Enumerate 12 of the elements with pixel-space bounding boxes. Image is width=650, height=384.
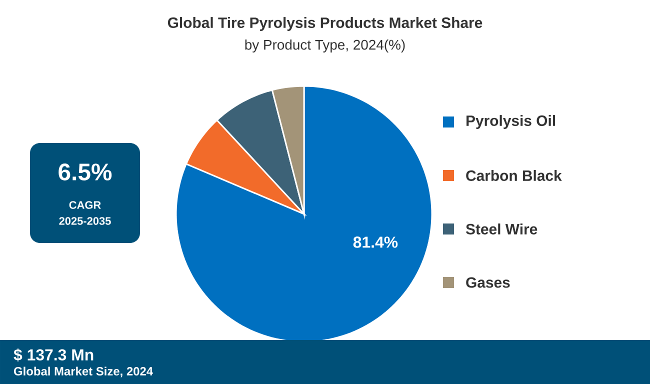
legend-label: Pyrolysis Oil — [466, 115, 555, 129]
chart-title: Global Tire Pyrolysis Products Market Share — [168, 17, 482, 31]
text: 2025-2035 — [59, 217, 111, 225]
legend-label: Carbon Black — [466, 170, 562, 181]
text: CAGR — [69, 201, 101, 209]
chart-subtitle: by Product Type, 2024(%) — [245, 39, 405, 52]
legend-label: Gases — [466, 277, 510, 288]
data-label: 81.4% — [353, 236, 398, 248]
legend-label: Steel Wire — [466, 224, 538, 234]
text: 6.5% — [58, 164, 112, 180]
text: $ 137.3 Mn — [14, 348, 94, 362]
text: Global Market Size, 2024 — [14, 366, 153, 378]
